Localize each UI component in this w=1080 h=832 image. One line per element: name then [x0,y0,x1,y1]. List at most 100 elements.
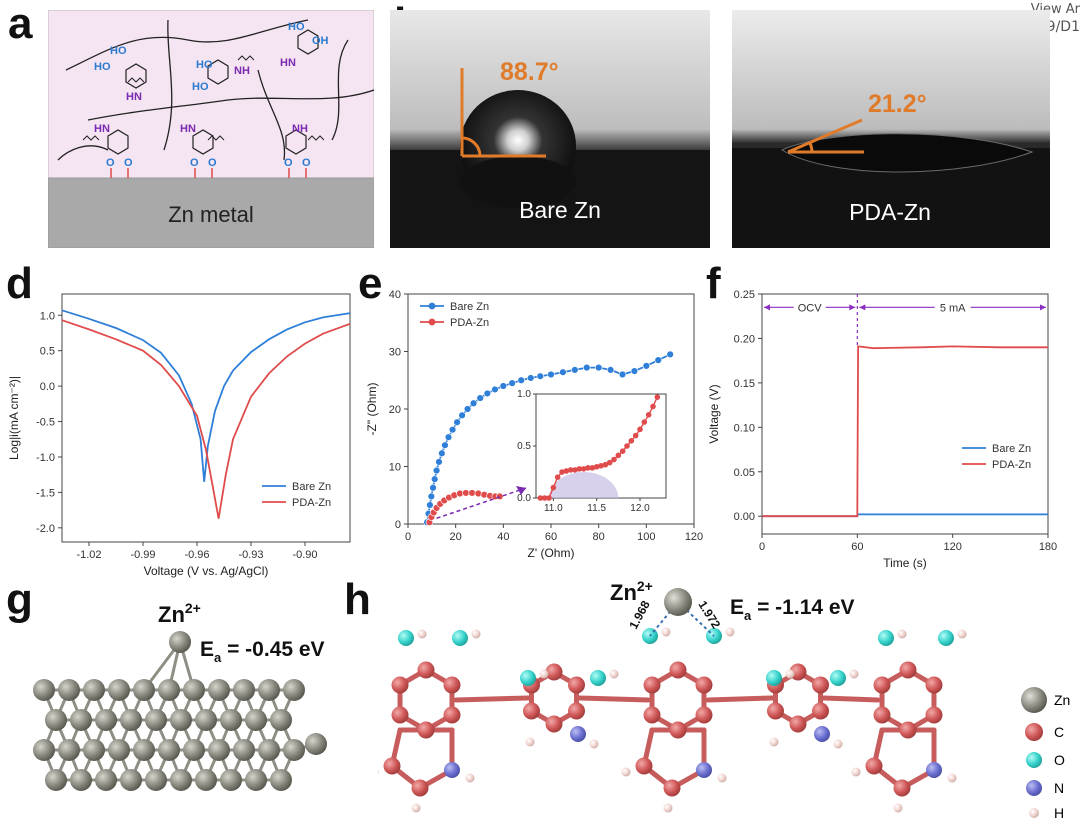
svg-text:H: H [1054,805,1064,821]
zn-atom [45,709,67,731]
carbon-atom [383,757,401,775]
data-point [476,394,484,402]
zn-atom [220,769,242,791]
nitrogen-atom [926,762,942,778]
svg-text:HO: HO [192,81,209,93]
sample-caption: PDA-Zn [849,199,931,225]
zn-atom [183,739,205,761]
hydrogen-atom [957,629,967,639]
oxygen-atom [452,630,468,646]
data-point [654,356,662,364]
svg-text:Zn2+: Zn2+ [158,600,201,627]
oxygen-atom [766,670,782,686]
carbon-atom [391,676,409,694]
data-point [462,489,470,497]
svg-text:O: O [106,157,115,169]
y-tick-label: 0.0 [40,381,55,393]
panel-label-d: d [6,259,33,308]
panel-h-atom-legend: Zn C O N H [1021,687,1070,821]
hydrogen-atom [378,769,379,775]
carbon-atom [522,702,540,720]
data-point [527,374,535,382]
carbon-atom [669,661,687,679]
inset-data-point [637,426,643,433]
carbon-atom [443,706,461,724]
svg-text:O: O [190,157,199,169]
data-point [448,426,457,434]
carbon-atom [417,661,435,679]
x-tick-label: 180 [1039,541,1057,553]
x-tick-label: -0.99 [130,549,155,561]
zoom-arrow [436,487,527,519]
y-tick-label: 10 [389,462,401,474]
hydrogen-atom [717,773,727,783]
svg-text:NH: NH [234,65,250,77]
data-point [441,441,449,449]
hydrogen-atom [851,767,861,777]
carbon-atom [391,706,409,724]
oxygen-atom [520,670,536,686]
zn-atom [70,769,92,791]
zn-atom [95,709,117,731]
inset-data-point [589,465,596,471]
x-tick-label: -0.96 [184,549,209,561]
data-point [508,379,516,387]
inset-x-tick-label: 12.0 [630,503,650,514]
svg-text:HN: HN [280,57,296,69]
annotation-ocv: OCV [798,302,823,314]
carbon-atom [766,702,784,720]
link-bond [453,695,531,703]
panel-h-pda-molecule: Zn2+ 1.968 1.972 Ea = -1.14 eV [378,580,967,813]
y-tick-label: 1.0 [40,310,55,322]
inset-x-tick-label: 11.0 [544,503,563,514]
inset-data-point [641,419,648,425]
annotation-current: 5 mA [940,302,966,314]
inset-data-point [645,412,652,418]
x-axis-label: Voltage (V vs. Ag/AgCl) [144,564,269,578]
panel-label-f: f [706,259,721,308]
panel-label-e: e [358,259,383,308]
hydrogen-atom [849,669,859,679]
span-arrowhead [1040,304,1046,311]
panel-label-g: g [6,575,33,624]
inset-data-point [602,461,609,468]
inset-data-point [650,403,656,410]
inset-data-point [537,495,544,501]
y-tick-label: 0 [395,519,401,531]
y-axis-label: Voltage (V) [707,384,721,443]
svg-text:HO: HO [110,45,127,57]
legend-marker [428,302,436,310]
x-tick-label: 120 [685,531,703,543]
zn-atom [233,739,255,761]
data-point [426,501,434,509]
data-point [642,362,651,370]
inset-y-tick-label: 0.5 [517,441,531,452]
data-point [432,466,441,475]
carbon-atom [568,676,586,694]
svg-text:O: O [124,157,133,169]
zn-atom [183,679,205,701]
svg-text:O: O [302,157,311,169]
data-point [438,449,446,457]
nitrogen-atom [814,726,830,742]
panel-g-zn-slab: Zn2+ Ea = -0.45 eV [33,600,327,791]
inset-data-point [563,468,570,474]
legend-marker [428,318,436,326]
y-tick-label: -1.5 [36,487,55,499]
oxygen-atom [398,630,414,646]
inset-data-point [576,466,583,472]
inset-data-point [624,443,630,449]
svg-text:Ea = -1.14 eV: Ea = -1.14 eV [730,596,855,623]
inset-data-point [585,465,591,471]
zn-atom [245,709,267,731]
svg-text:Zn: Zn [1054,692,1070,708]
hydrogen-atom [471,629,481,639]
angle-marker [460,68,546,158]
hydrogen-atom [897,629,907,639]
zn-atom [170,709,192,731]
data-point [666,350,674,359]
zn-atom [108,679,130,701]
svg-text:HO: HO [196,59,213,71]
oxygen-atom [878,630,894,646]
carbon-atom [812,676,830,694]
